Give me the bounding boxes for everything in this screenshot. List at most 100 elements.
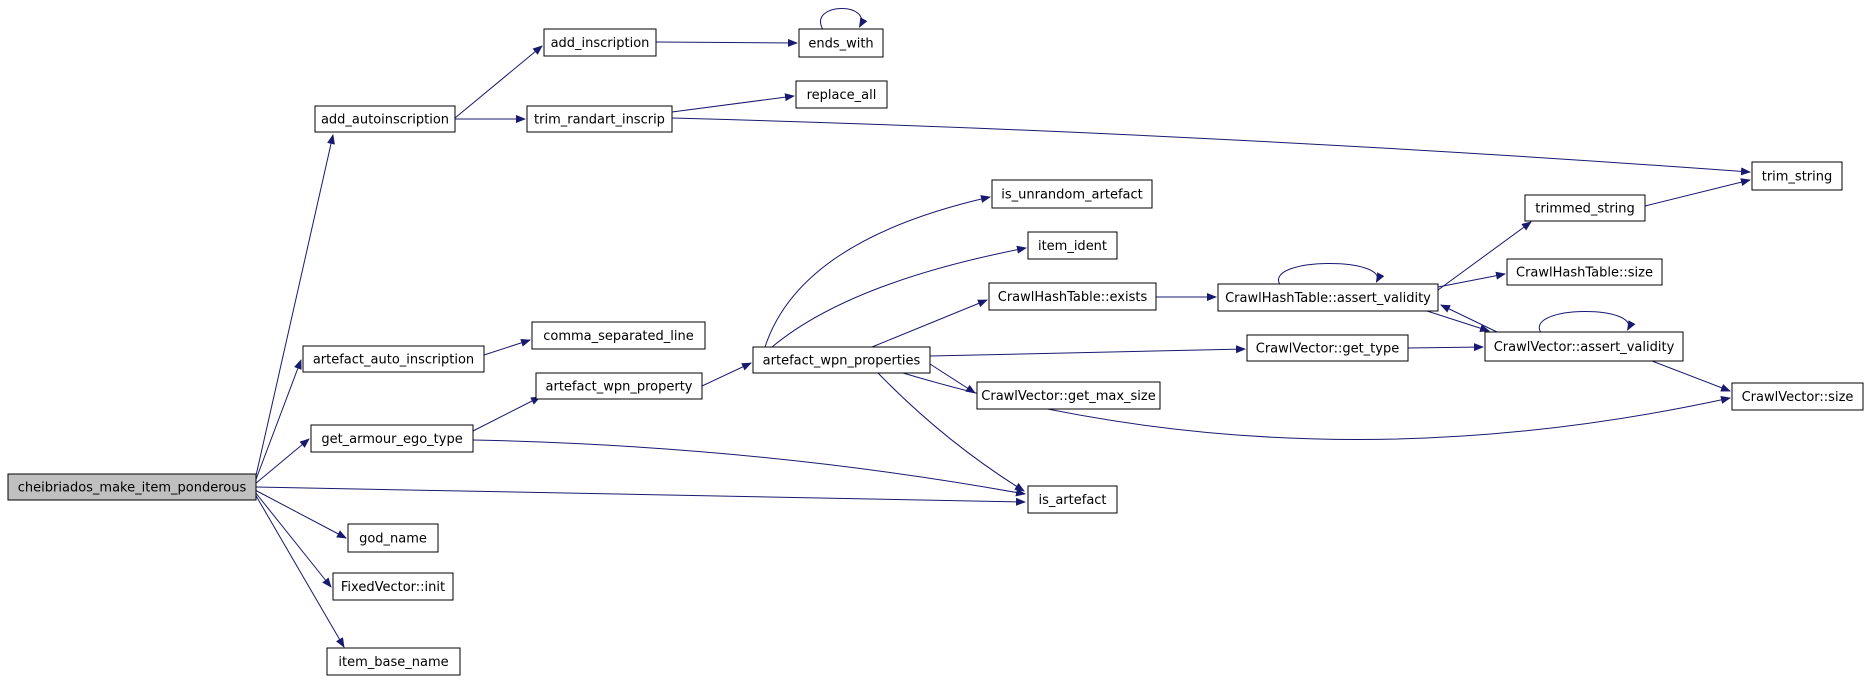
call-edge <box>1407 343 1484 352</box>
node-box[interactable] <box>1027 485 1118 514</box>
node-box[interactable] <box>526 105 673 133</box>
call-edge <box>483 338 531 356</box>
node-label: god_name <box>359 532 427 547</box>
call-edge <box>254 438 310 485</box>
node-box[interactable] <box>326 647 461 676</box>
node-box[interactable] <box>1484 331 1684 362</box>
node-label: artefact_wpn_property <box>546 380 693 395</box>
call-edge <box>877 372 1025 492</box>
graph-node-crawlvector-assert-validity[interactable]: CrawlVector::assert_validity <box>1484 331 1684 362</box>
graph-node-comma-separated-line[interactable]: comma_separated_line <box>531 321 706 350</box>
call-edge <box>472 439 1026 497</box>
call-edge <box>929 363 976 394</box>
node-box[interactable] <box>1751 161 1843 191</box>
graph-node-artefact-wpn-properties[interactable]: artefact_wpn_properties <box>752 346 931 374</box>
graph-node-crawlhashtable-size[interactable]: CrawlHashTable::size <box>1506 258 1663 286</box>
node-box[interactable] <box>1524 194 1646 222</box>
call-edge <box>671 93 795 113</box>
node-label: trim_randart_inscrip <box>534 113 665 128</box>
node-label: CrawlVector::size <box>1742 390 1854 405</box>
call-edge <box>454 45 543 119</box>
graph-node-replace-all[interactable]: replace_all <box>795 80 888 109</box>
node-box[interactable] <box>1731 382 1864 411</box>
graph-node-crawlhashtable-assert-validity[interactable]: CrawlHashTable::assert_validity <box>1217 283 1439 312</box>
call-edge <box>671 117 1751 176</box>
node-box[interactable] <box>988 282 1157 311</box>
node-label: CrawlVector::get_type <box>1256 342 1399 357</box>
node-label: add_autoinscription <box>321 113 449 128</box>
node-box[interactable] <box>1246 334 1409 362</box>
node-box[interactable] <box>310 424 474 453</box>
node-box[interactable] <box>991 179 1153 209</box>
node-label: replace_all <box>807 88 877 103</box>
graph-node-artefact-wpn-property[interactable]: artefact_wpn_property <box>535 372 703 400</box>
node-box[interactable] <box>535 372 703 400</box>
node-label: artefact_wpn_properties <box>763 354 921 369</box>
node-box[interactable] <box>976 381 1161 410</box>
node-label: is_artefact <box>1038 493 1106 508</box>
graph-node-add-inscription[interactable]: add_inscription <box>543 28 657 57</box>
call-edge <box>254 134 335 481</box>
node-label: CrawlHashTable::size <box>1516 266 1653 281</box>
call-edge <box>1437 221 1532 291</box>
graph-node-crawlvector-size[interactable]: CrawlVector::size <box>1731 382 1864 411</box>
call-edge <box>655 38 798 47</box>
graph-node-ends-with[interactable]: ends_with <box>798 28 884 58</box>
call-edge <box>1440 304 1498 333</box>
call-edge <box>254 489 347 539</box>
graph-node-crawlvector-get-type[interactable]: CrawlVector::get_type <box>1246 334 1409 362</box>
node-label: CrawlHashTable::assert_validity <box>1225 291 1431 306</box>
node-box[interactable] <box>531 321 706 350</box>
call-edge <box>255 486 1026 506</box>
node-box[interactable] <box>347 523 439 553</box>
graph-node-is-unrandom-artefact[interactable]: is_unrandom_artefact <box>991 179 1153 209</box>
node-label: item_base_name <box>338 655 448 670</box>
call-edge <box>472 396 541 432</box>
graph-node-trim-string[interactable]: trim_string <box>1751 161 1843 191</box>
call-edge <box>254 491 332 588</box>
node-label: comma_separated_line <box>543 329 694 344</box>
node-box[interactable] <box>314 105 456 133</box>
node-box[interactable] <box>1506 258 1663 286</box>
node-label: get_armour_ego_type <box>321 432 462 447</box>
graph-node-trim-randart-inscrip[interactable]: trim_randart_inscrip <box>526 105 673 133</box>
node-box[interactable] <box>798 28 884 58</box>
call-edge <box>1644 178 1751 207</box>
node-label: cheibriados_make_item_ponderous <box>18 481 247 496</box>
node-box[interactable] <box>752 346 931 374</box>
graph-node-item-base-name[interactable]: item_base_name <box>326 647 461 676</box>
node-label: is_unrandom_artefact <box>1001 188 1142 203</box>
node-box[interactable] <box>795 80 888 109</box>
graph-node-get-armour-ego-type[interactable]: get_armour_ego_type <box>310 424 474 453</box>
node-label: CrawlHashTable::exists <box>998 290 1148 305</box>
node-box[interactable] <box>543 28 657 57</box>
node-label: trim_string <box>1762 170 1833 185</box>
call-edge <box>1538 311 1636 333</box>
call-edge <box>871 299 988 348</box>
node-label: ends_with <box>808 37 873 52</box>
graph-node-artefact-auto-inscription[interactable]: artefact_auto_inscription <box>302 345 485 373</box>
node-box[interactable] <box>332 572 454 601</box>
edges-layer <box>254 8 1751 648</box>
call-edge <box>701 362 752 387</box>
call-edge <box>929 345 1246 357</box>
call-edge <box>1437 271 1506 288</box>
node-box[interactable] <box>1217 283 1439 312</box>
graph-node-crawlhashtable-exists[interactable]: CrawlHashTable::exists <box>988 282 1157 311</box>
graph-node-is-artefact[interactable]: is_artefact <box>1027 485 1118 514</box>
graph-node-item-ident[interactable]: item_ident <box>1027 231 1118 260</box>
nodes-layer: cheibriados_make_item_ponderous add_autoi… <box>7 28 1864 676</box>
node-box[interactable] <box>302 345 485 373</box>
graph-node-add-autoinscription[interactable]: add_autoinscription <box>314 105 456 133</box>
call-edge <box>254 359 302 483</box>
graph-node-fixedvector-init[interactable]: FixedVector::init <box>332 572 454 601</box>
node-box[interactable] <box>1027 231 1118 260</box>
node-label: CrawlVector::assert_validity <box>1494 340 1675 355</box>
graph-node-crawlvector-get-max-size[interactable]: CrawlVector::get_max_size <box>976 381 1161 410</box>
graph-node-trimmed-string[interactable]: trimmed_string <box>1524 194 1646 222</box>
node-label: FixedVector::init <box>341 580 445 595</box>
graph-node-god-name[interactable]: god_name <box>347 523 439 553</box>
root-node-box[interactable] <box>7 473 257 501</box>
graph-node-cheibriados-make-item-ponderous[interactable]: cheibriados_make_item_ponderous <box>7 473 257 501</box>
